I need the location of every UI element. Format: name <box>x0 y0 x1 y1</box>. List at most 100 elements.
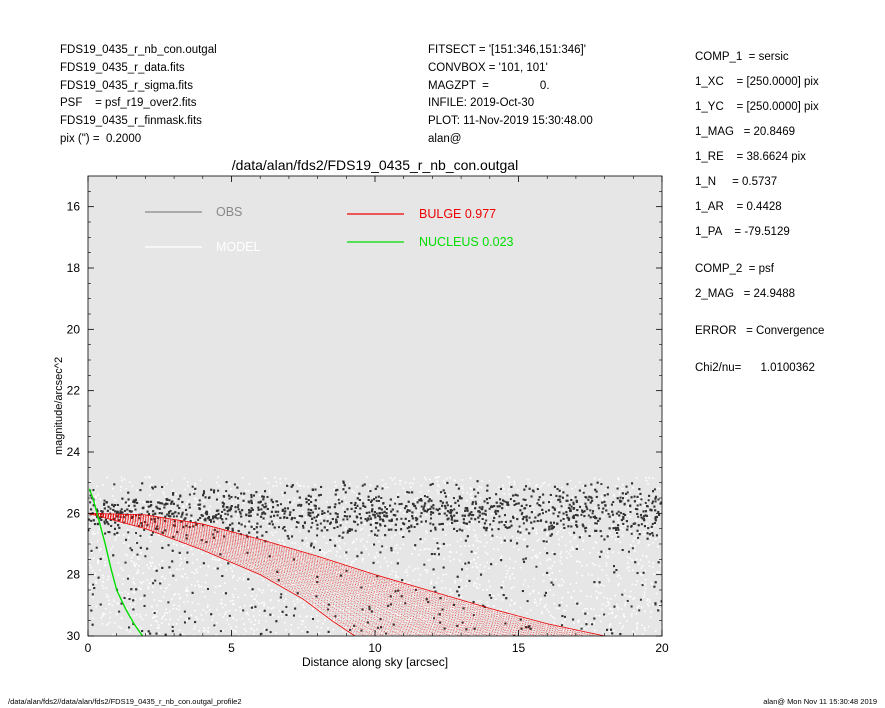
model-point <box>645 522 648 525</box>
model-point <box>150 483 153 486</box>
model-point <box>194 484 196 487</box>
obs-point <box>569 510 572 513</box>
model-point <box>634 550 636 552</box>
obs-point <box>152 531 155 534</box>
obs-point <box>499 487 502 490</box>
obs-point <box>142 506 145 509</box>
obs-point <box>411 517 414 520</box>
obs-point <box>104 532 107 535</box>
model-point <box>347 606 349 609</box>
obs-point <box>105 501 108 504</box>
obs-point <box>464 507 467 510</box>
model-point <box>504 576 507 579</box>
bulge-radial-line <box>264 568 355 578</box>
model-point <box>548 634 551 636</box>
model-point <box>299 555 301 557</box>
obs-point <box>602 507 605 510</box>
model-point <box>508 481 511 484</box>
model-point <box>104 564 107 566</box>
obs-point <box>371 504 374 507</box>
obs-point <box>612 520 615 523</box>
obs-point <box>509 539 512 542</box>
model-point <box>562 629 565 631</box>
model-point <box>196 501 198 503</box>
model-point <box>313 582 315 584</box>
model-point <box>351 561 353 564</box>
model-point <box>618 531 620 534</box>
obs-point <box>600 535 603 538</box>
obs-point <box>361 608 364 611</box>
model-point <box>423 476 426 479</box>
model-point <box>108 599 110 601</box>
model-point <box>318 517 320 519</box>
model-point <box>298 499 300 501</box>
obs-point <box>293 517 296 520</box>
model-point <box>404 580 406 582</box>
obs-point <box>445 501 448 504</box>
model-point <box>381 547 383 550</box>
obs-point <box>224 592 227 595</box>
model-point <box>274 476 276 479</box>
obs-point <box>420 505 423 508</box>
obs-point <box>376 626 379 629</box>
model-point <box>195 498 197 500</box>
model-point <box>536 604 538 607</box>
model-point <box>538 487 541 489</box>
obs-point <box>513 500 516 503</box>
model-point <box>318 568 320 570</box>
obs-point <box>315 595 318 598</box>
obs-point <box>112 509 115 512</box>
obs-point <box>657 561 660 564</box>
bulge-radial-line <box>145 519 175 529</box>
model-point <box>268 556 271 559</box>
obs-point <box>117 519 120 522</box>
obs-point <box>227 528 230 531</box>
bulge-radial-line <box>314 601 467 608</box>
model-point <box>444 587 447 589</box>
model-point <box>641 554 644 557</box>
model-point <box>454 633 457 636</box>
model-point <box>519 606 522 609</box>
model-point <box>605 605 608 607</box>
model-point <box>164 496 167 498</box>
model-point <box>242 634 245 636</box>
obs-point <box>326 510 329 513</box>
model-point <box>575 560 578 563</box>
model-point <box>445 617 447 620</box>
obs-point <box>380 497 383 500</box>
obs-point <box>263 506 266 509</box>
model-point <box>445 523 448 526</box>
obs-point <box>172 502 175 505</box>
obs-point <box>335 521 338 524</box>
model-point <box>153 599 156 601</box>
model-point <box>437 492 439 495</box>
model-point <box>578 513 581 516</box>
model-point <box>272 534 274 536</box>
obs-point <box>225 517 228 520</box>
model-point <box>94 489 96 492</box>
obs-point <box>651 502 654 505</box>
obs-point <box>457 504 460 507</box>
model-point <box>578 490 581 493</box>
obs-point <box>415 507 418 510</box>
obs-point <box>639 503 642 506</box>
obs-point <box>606 486 609 489</box>
model-point <box>109 548 112 551</box>
model-point <box>94 533 96 535</box>
model-point <box>152 616 155 619</box>
model-point <box>615 533 618 536</box>
model-point <box>646 555 648 558</box>
model-point <box>150 499 153 502</box>
model-point <box>604 555 607 557</box>
model-point <box>560 556 563 558</box>
model-point <box>513 481 516 483</box>
model-point <box>146 579 148 581</box>
model-point <box>522 513 524 516</box>
obs-point <box>342 481 345 484</box>
model-point <box>112 598 115 601</box>
obs-point <box>92 489 95 492</box>
obs-point <box>106 521 109 524</box>
model-point <box>601 569 604 571</box>
obs-point <box>598 555 601 558</box>
obs-point <box>405 505 408 508</box>
